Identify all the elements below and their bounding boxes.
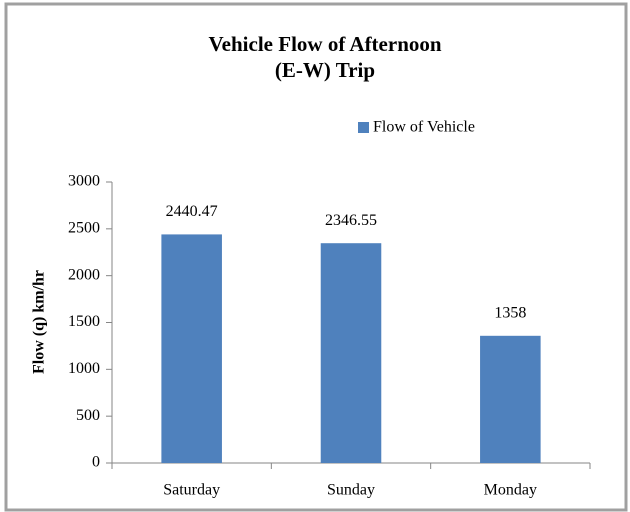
bar	[480, 335, 541, 463]
chart-title: Vehicle Flow of Afternoon	[208, 32, 441, 56]
x-tick-label: Monday	[484, 482, 537, 499]
bar	[161, 234, 222, 463]
bar	[320, 243, 382, 463]
data-label: 2440.47	[166, 203, 218, 220]
y-tick-label: 3000	[68, 173, 100, 190]
y-tick-label: 1000	[68, 360, 100, 377]
chart-title: (E-W) Trip	[275, 58, 375, 82]
y-tick-label: 500	[76, 407, 100, 424]
x-tick-label: Sunday	[327, 482, 375, 499]
legend-label: Flow of Vehicle	[373, 119, 475, 136]
legend-swatch	[358, 122, 369, 133]
y-tick-label: 0	[92, 454, 100, 471]
y-axis-label: Flow (q) km/hr	[31, 270, 48, 374]
y-tick-label: 1500	[68, 313, 100, 330]
data-label: 2346.55	[325, 212, 377, 229]
x-tick-label: Saturday	[163, 482, 220, 499]
data-label: 1358	[494, 304, 526, 321]
y-tick-label: 2500	[68, 220, 100, 237]
y-tick-label: 2000	[68, 266, 100, 283]
